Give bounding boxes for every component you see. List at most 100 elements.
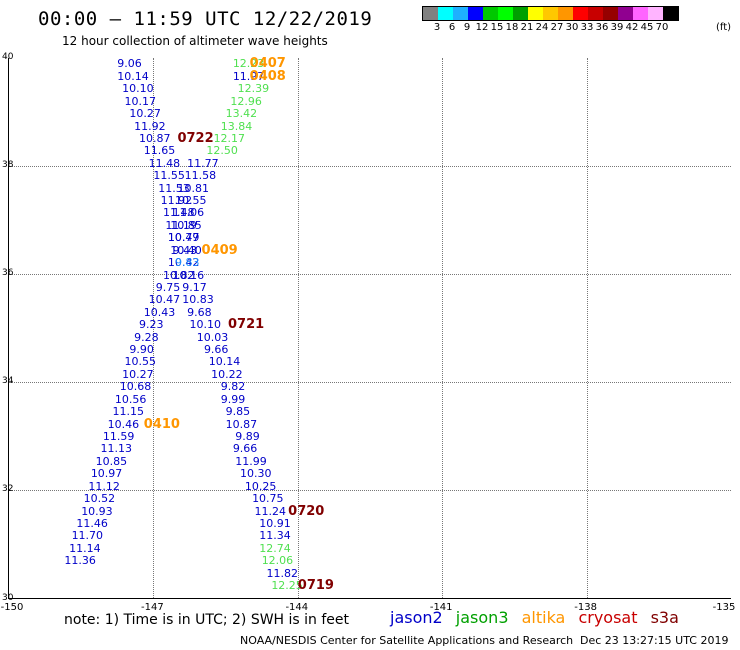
legend-label: 24	[535, 22, 549, 33]
legend-swatch	[498, 7, 513, 20]
wave-height-value: 13.84	[220, 119, 253, 133]
wave-height-value: 10.82	[163, 268, 195, 282]
footer-note: note: 1) Time is in UTC; 2) SWH is in fe…	[64, 612, 350, 628]
legend-swatch	[423, 7, 438, 20]
wave-height-value: 9.66	[232, 442, 258, 456]
legend-swatch	[483, 7, 498, 20]
legend-swatch	[468, 7, 483, 20]
x-tick-label: -147	[141, 602, 164, 613]
wave-height-value: 11.70	[71, 529, 104, 543]
legend-swatch	[543, 7, 558, 20]
legend-swatch	[438, 7, 453, 20]
map-title: 00:00 – 11:59 UTC 12/22/2019	[38, 8, 373, 30]
wave-height-value: 10.75	[252, 492, 284, 506]
wave-height-value: 10.49	[167, 231, 200, 245]
legend-label: 30	[565, 22, 579, 33]
wave-height-value: 11.36	[64, 554, 96, 568]
wave-height-value: 10.68	[119, 380, 152, 394]
timestamp: Dec 23 13:27:15 UTC 2019	[580, 634, 729, 647]
wave-height-value: 9.17	[182, 280, 207, 294]
wave-height-value: 10.91	[259, 516, 291, 530]
wave-height-value: 11.34	[259, 529, 291, 543]
wave-height-value: 10.85	[95, 454, 128, 468]
legend-swatch	[573, 7, 588, 20]
wave-height-value: 9.43	[172, 243, 198, 257]
wave-height-value: 11.92	[160, 194, 193, 208]
wave-height-value: 11.97	[232, 69, 265, 83]
wave-height-value: 12.23	[232, 57, 265, 71]
lon-gridline	[442, 58, 444, 598]
legend-label: 39	[610, 22, 624, 33]
lat-gridline	[9, 166, 731, 167]
wave-height-value: 11.06	[172, 206, 205, 220]
credit-line: NOAA/NESDIS Center for Satellite Applica…	[240, 634, 574, 647]
legend-swatch	[528, 7, 543, 20]
legend-swatch	[513, 7, 528, 20]
wave-height-value: 11.53	[158, 181, 190, 195]
lon-gridline	[153, 58, 155, 598]
wave-height-value: 10.52	[83, 492, 116, 506]
wave-height-value: 9.90	[129, 343, 154, 357]
wave-height-value: 10.03	[196, 330, 229, 344]
wave-height-value: 10.77	[167, 231, 200, 245]
wave-height-value: 11.77	[187, 156, 219, 170]
wave-height-value: 11.99	[235, 454, 267, 468]
wave-height-value: 10.97	[90, 467, 123, 481]
legend-label: 33	[580, 22, 594, 33]
wave-height-value: 10.10	[122, 82, 154, 96]
x-tick-label: -135	[712, 602, 736, 613]
wave-height-value: 10.55	[175, 194, 207, 208]
legend-label: 21	[520, 22, 534, 33]
lat-gridline	[9, 274, 731, 275]
wave-height-value: 10.85	[170, 218, 202, 232]
x-tick-label: -144	[285, 602, 309, 613]
wave-height-value: 10.14	[208, 355, 241, 369]
wave-height-value: 10.83	[182, 293, 214, 307]
map-subtitle: 12 hour collection of altimeter wave hei…	[62, 34, 328, 48]
legend-label: 45	[640, 22, 654, 33]
wave-height-value: 10.43	[143, 305, 176, 319]
wave-height-value: 9.23	[138, 318, 164, 332]
lon-gridline	[586, 58, 588, 598]
wave-height-value: 9.89	[235, 430, 260, 443]
legend-labels: 3 6 9 12 15 18 21 24 27 30 33 36 39 42 45 70	[422, 22, 740, 34]
sat-altika: altika	[521, 608, 566, 627]
legend-swatch	[453, 7, 468, 20]
sat-jason3: jason3	[455, 608, 509, 627]
legend-swatch	[633, 7, 648, 20]
wave-height-value: 9.66	[203, 343, 229, 357]
wave-height-value: 11.58	[184, 169, 217, 183]
wave-height-value: 12.39	[237, 82, 270, 96]
wave-height-value: 12.96	[230, 94, 262, 108]
wave-height-value: 13.42	[225, 107, 258, 121]
wave-height-value: 9.83	[175, 256, 200, 270]
legend-label: 6	[448, 22, 456, 33]
wave-height-value: 10.25	[244, 479, 277, 493]
legend-label: 18	[505, 22, 519, 33]
lat-gridline	[9, 490, 731, 491]
wave-height-value: 10.27	[129, 107, 161, 121]
wave-height-value: 11.48	[163, 206, 195, 220]
wave-height-value: 9.99	[220, 392, 246, 406]
y-tick-label: 40	[2, 52, 14, 62]
wave-height-value: 10.14	[117, 69, 149, 83]
x-tick-label: -141	[429, 602, 453, 613]
legend-swatch	[648, 7, 663, 20]
wave-height-value: 10.17	[124, 94, 157, 108]
wave-height-value: 11.92	[134, 119, 166, 133]
y-tick-label: 38	[2, 160, 14, 170]
pass-time-label: 0719	[297, 578, 334, 594]
wave-height-value: 9.82	[220, 380, 246, 394]
x-tick-label: -150	[0, 602, 24, 613]
wave-height-value: 10.16	[172, 268, 205, 282]
wave-height-value: 10.46	[107, 417, 140, 431]
sat-cryosat: cryosat	[578, 608, 638, 627]
pass-time-label: 0721	[228, 317, 265, 333]
legend-label: 36	[595, 22, 609, 33]
legend-label: 27	[550, 22, 564, 33]
y-tick-label: 36	[2, 268, 14, 278]
wave-height-value: 9.85	[225, 405, 251, 419]
sat-s3a: s3a	[650, 608, 679, 627]
color-legend	[422, 6, 679, 21]
sat-jason2: jason2	[390, 608, 443, 627]
